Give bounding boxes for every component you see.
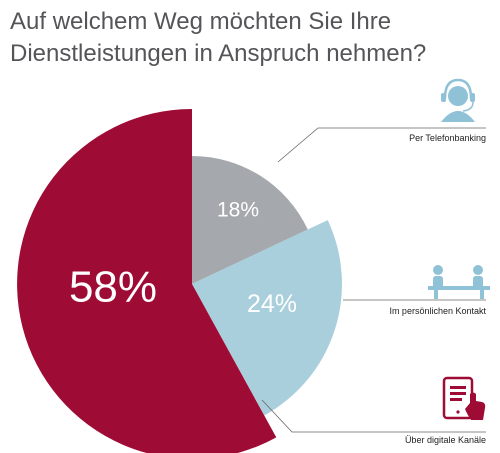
value-labels: 18% 24% 58% (69, 199, 297, 319)
chart-title: Auf welchem Weg möchten Sie Ihre Dienstl… (10, 6, 495, 70)
slice-digital (17, 109, 277, 453)
chart-title-line-1: Auf welchem Weg möchten Sie Ihre (10, 8, 392, 35)
value-label-telefonbanking: 18% (217, 199, 259, 222)
value-label-digital: 58% (69, 263, 157, 312)
leader-line-telefonbanking (277, 127, 486, 163)
tablet-touch-icon (442, 376, 486, 420)
headset-user-icon (441, 78, 475, 122)
legend-label-digital: Über digitale Kanäle (405, 435, 486, 445)
value-label-persoenlich: 24% (247, 290, 297, 318)
legend-label-telefonbanking: Per Telefonbanking (409, 133, 486, 143)
slice-telefonbanking (192, 156, 308, 284)
slice-persoenlich (192, 220, 342, 416)
leader-line-digital (261, 399, 486, 433)
pie-slices (17, 109, 342, 453)
leader-lines (261, 127, 486, 433)
meeting-table-icon (428, 265, 490, 299)
chart-title-line-2: Dienstleistungen in Anspruch nehmen? (10, 40, 427, 67)
legend-label-persoenlich: Im persönlichen Kontakt (389, 306, 486, 316)
